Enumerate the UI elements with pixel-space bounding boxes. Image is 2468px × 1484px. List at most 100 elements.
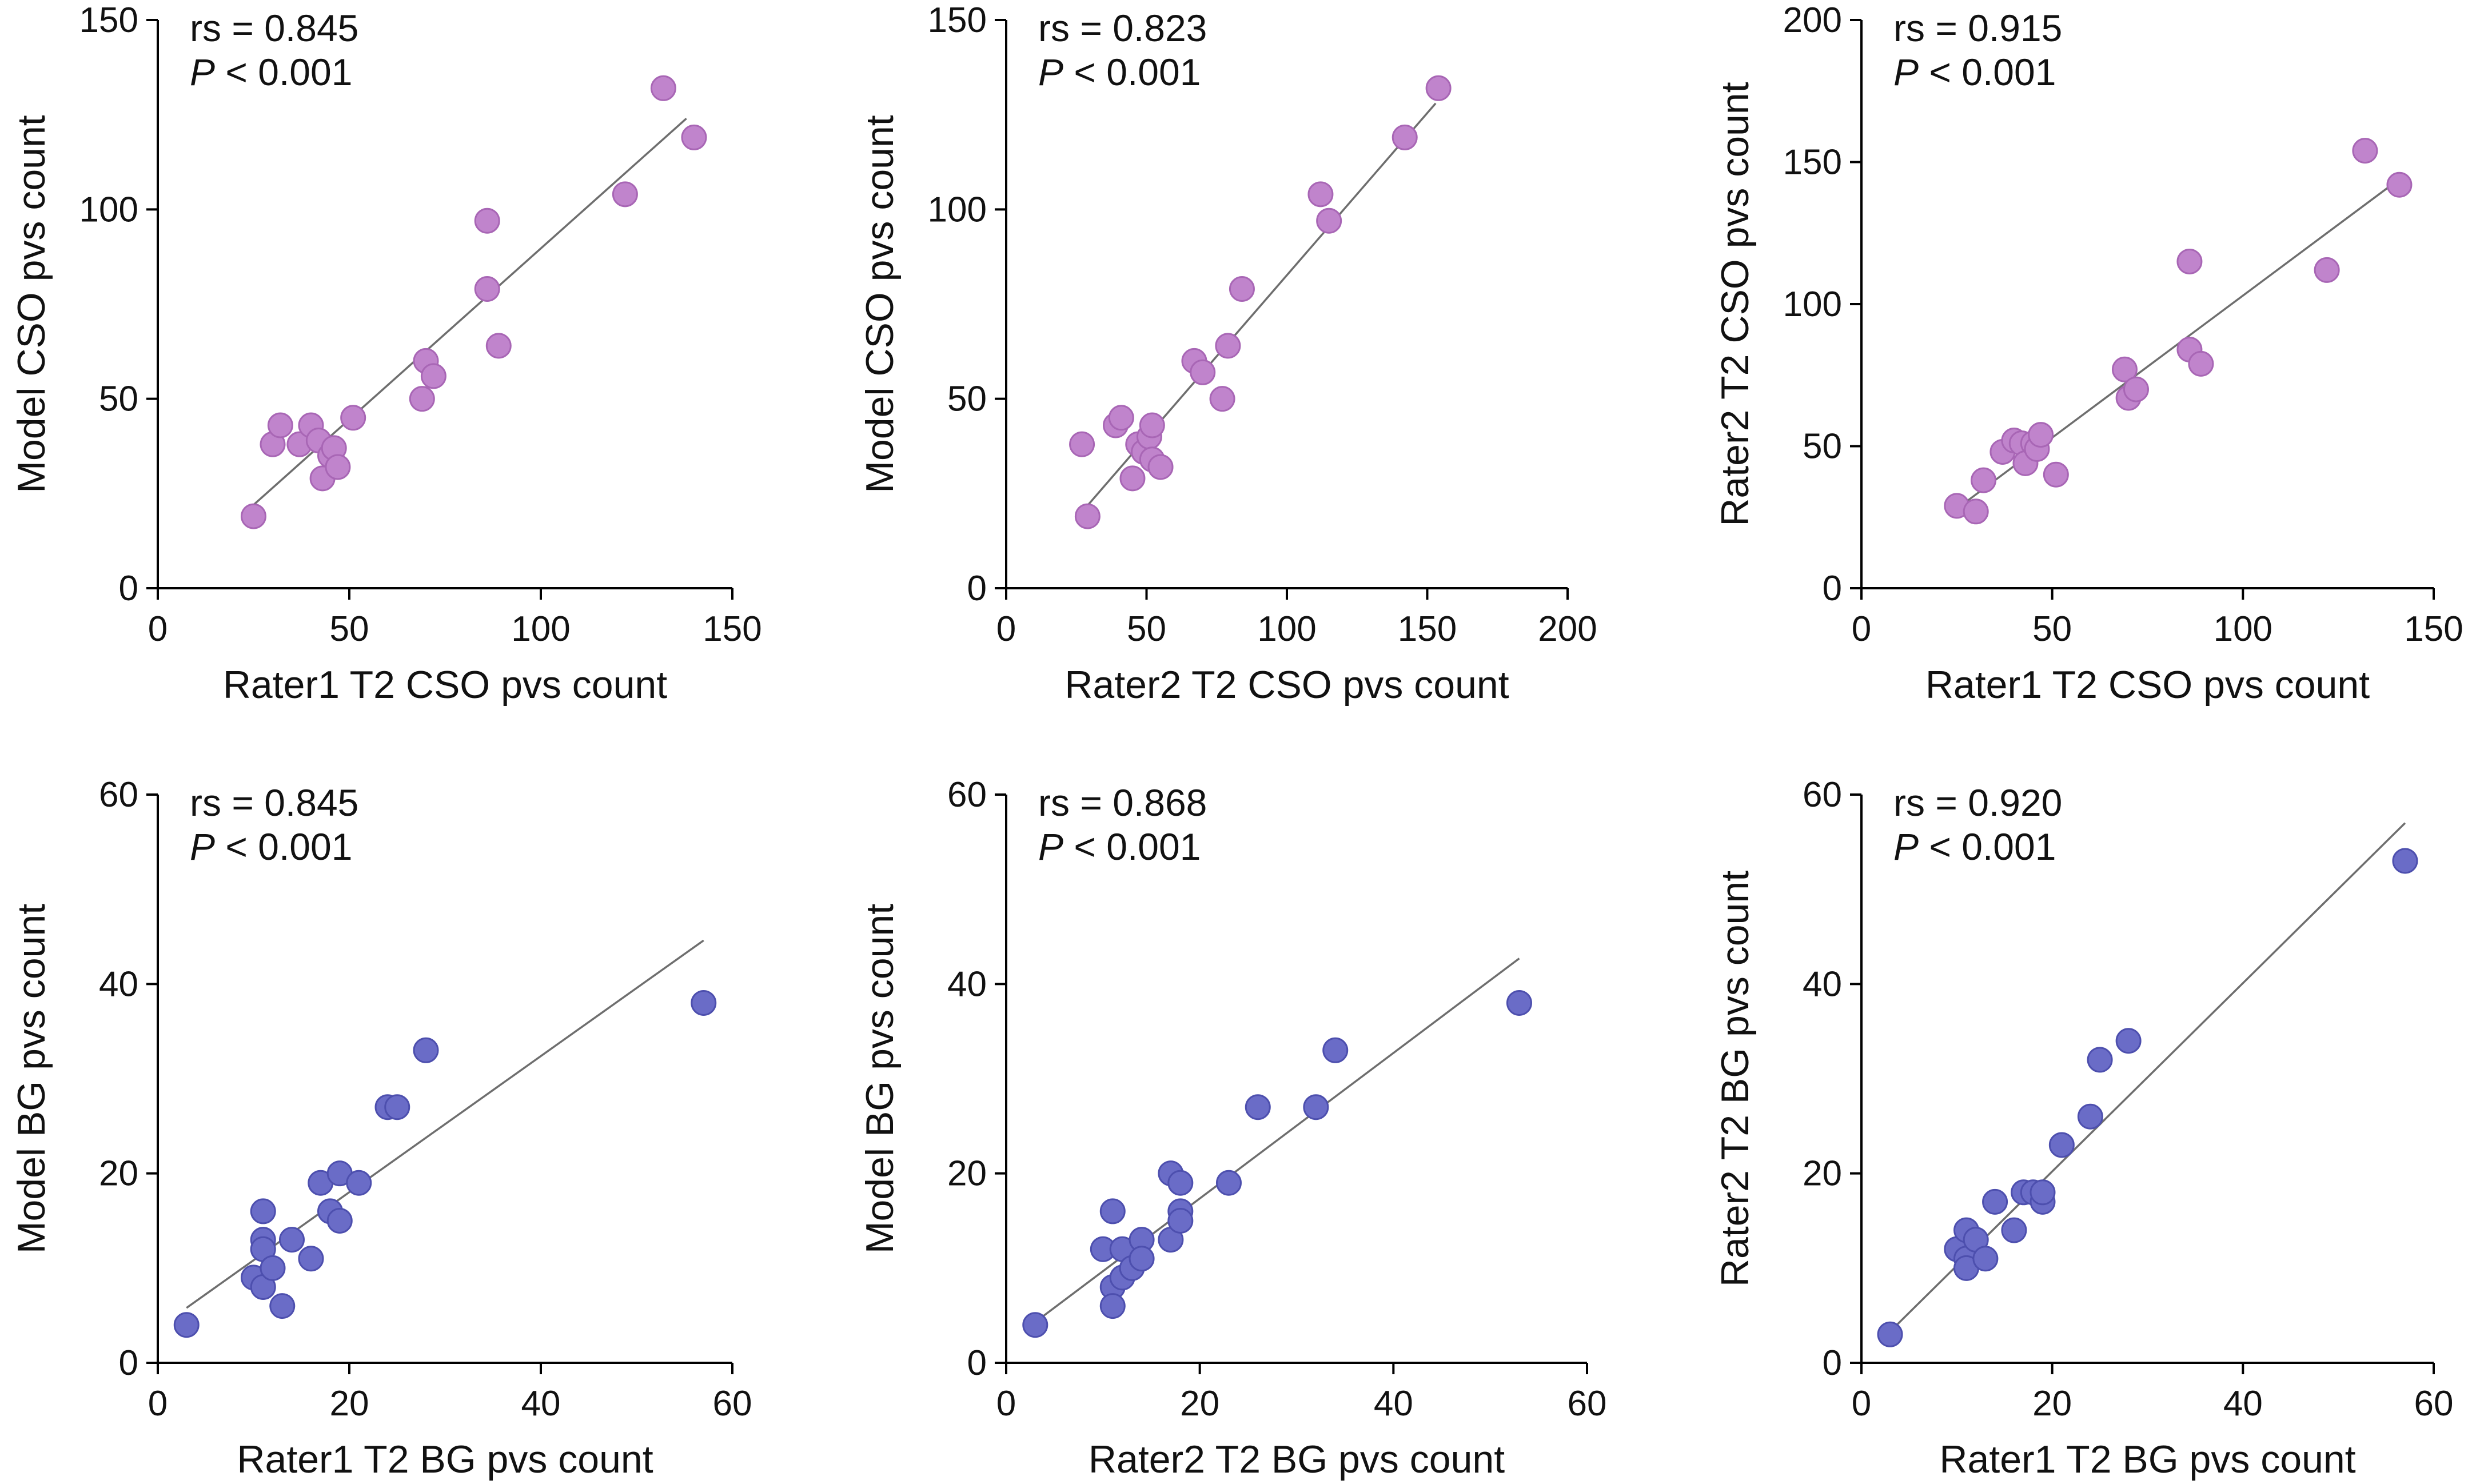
data-point — [260, 1255, 286, 1281]
y-tick-label: 20 — [947, 1154, 987, 1194]
data-point — [1074, 503, 1101, 529]
data-point — [279, 1227, 305, 1253]
p-symbol: P — [1038, 51, 1063, 93]
data-point — [1307, 181, 1334, 208]
data-point — [346, 1170, 372, 1196]
p-value: < 0.001 — [1919, 825, 2056, 868]
x-tick-label: 150 — [703, 609, 761, 649]
data-point — [1303, 1094, 1329, 1120]
data-point — [2077, 1103, 2103, 1130]
data-point — [250, 1198, 276, 1224]
x-tick-label: 200 — [1538, 609, 1597, 649]
data-point — [1972, 1246, 1999, 1272]
y-axis-title: Model CSO pvs count — [10, 115, 53, 493]
x-tick-label: 0 — [996, 609, 1016, 649]
p-symbol: P — [1038, 825, 1063, 868]
data-point — [1215, 1170, 1242, 1196]
data-point — [409, 386, 435, 412]
x-axis-title: Rater1 T2 CSO pvs count — [1925, 663, 2370, 707]
x-tick-label: 60 — [1568, 1384, 1607, 1423]
data-point — [241, 503, 266, 529]
data-point — [325, 454, 351, 480]
data-point — [1425, 75, 1452, 101]
y-tick-label: 0 — [1823, 569, 1842, 608]
x-tick-label: 0 — [1852, 609, 1871, 649]
y-tick-label: 150 — [79, 1, 138, 40]
data-point — [1147, 454, 1174, 480]
data-point — [2352, 138, 2378, 164]
x-tick-label: 50 — [330, 609, 369, 649]
rs-annotation: rs = 0.868 — [1038, 781, 1207, 824]
y-tick-label: 60 — [99, 775, 138, 815]
data-point — [1322, 1037, 1349, 1063]
data-point — [1982, 1188, 2008, 1215]
data-point — [384, 1094, 410, 1120]
data-point — [1139, 412, 1165, 438]
x-tick-label: 0 — [996, 1384, 1016, 1423]
p-value-annotation: P < 0.001 — [1893, 825, 2056, 868]
data-point — [298, 1246, 324, 1272]
rs-annotation: rs = 0.823 — [1038, 7, 1207, 49]
x-tick-label: 20 — [330, 1384, 369, 1423]
x-tick-label: 0 — [1852, 1384, 1871, 1423]
data-point — [2043, 461, 2069, 488]
data-point — [2111, 356, 2138, 382]
x-tick-label: 40 — [1374, 1384, 1413, 1423]
data-point — [1877, 1321, 1903, 1347]
data-point — [269, 1293, 296, 1319]
p-value-annotation: P < 0.001 — [1038, 825, 1201, 868]
data-point — [1167, 1170, 1194, 1196]
data-point — [681, 124, 707, 150]
data-point — [2176, 248, 2203, 274]
x-tick-label: 20 — [1180, 1384, 1219, 1423]
data-point — [1022, 1312, 1048, 1338]
y-axis-title: Rater2 T2 CSO pvs count — [1713, 82, 1757, 526]
x-tick-label: 40 — [521, 1384, 561, 1423]
y-tick-label: 60 — [947, 775, 987, 815]
data-point — [1963, 498, 1989, 525]
y-axis-title: Model BG pvs count — [858, 904, 902, 1254]
p-value-annotation: P < 0.001 — [190, 825, 352, 868]
data-point — [1971, 467, 1997, 493]
p-value-annotation: P < 0.001 — [190, 51, 352, 93]
y-tick-label: 40 — [947, 964, 987, 1004]
y-tick-label: 50 — [947, 380, 987, 419]
rs-annotation: rs = 0.845 — [190, 781, 358, 824]
data-point — [691, 990, 717, 1016]
x-axis-title: Rater1 T2 BG pvs count — [237, 1438, 653, 1481]
data-point — [2048, 1132, 2075, 1158]
data-point — [2028, 422, 2054, 448]
data-point — [474, 208, 500, 234]
x-tick-label: 50 — [1127, 609, 1166, 649]
x-axis-title: Rater2 T2 BG pvs count — [1089, 1438, 1505, 1481]
data-point — [1506, 990, 1532, 1016]
data-point — [2392, 848, 2418, 874]
y-tick-label: 100 — [79, 190, 138, 229]
rs-annotation: rs = 0.920 — [1893, 781, 2062, 824]
x-axis-title: Rater1 T2 BG pvs count — [1939, 1438, 2355, 1481]
rs-annotation: rs = 0.845 — [190, 7, 358, 49]
panel-b: 0 50 100 150 200 0 50 100 150 Rater2 T2 CSO pvs c… — [858, 1, 1597, 707]
data-point — [1229, 276, 1255, 302]
data-point — [474, 276, 500, 302]
p-value: < 0.001 — [1919, 51, 2056, 93]
y-tick-label: 50 — [1803, 427, 1842, 466]
y-axis-title: Rater2 T2 BG pvs count — [1713, 871, 1757, 1287]
x-axis-title: Rater2 T2 CSO pvs count — [1064, 663, 1509, 707]
p-symbol: P — [1893, 825, 1919, 868]
x-tick-label: 100 — [511, 609, 570, 649]
data-point — [2087, 1047, 2113, 1073]
data-point — [1167, 1208, 1194, 1234]
y-tick-label: 0 — [119, 1343, 138, 1383]
data-point — [1069, 431, 1095, 457]
p-symbol: P — [190, 825, 215, 868]
data-point — [1099, 1293, 1126, 1319]
y-tick-label: 60 — [1803, 775, 1842, 815]
data-point — [2386, 171, 2413, 198]
x-tick-label: 40 — [2223, 1384, 2263, 1423]
data-point — [2001, 1217, 2027, 1243]
x-tick-label: 100 — [1257, 609, 1316, 649]
p-symbol: P — [1893, 51, 1919, 93]
panel-c: 0 50 100 150 0 50 100 150 200 Rater1 T2 CSO pvs c… — [1713, 1, 2463, 707]
